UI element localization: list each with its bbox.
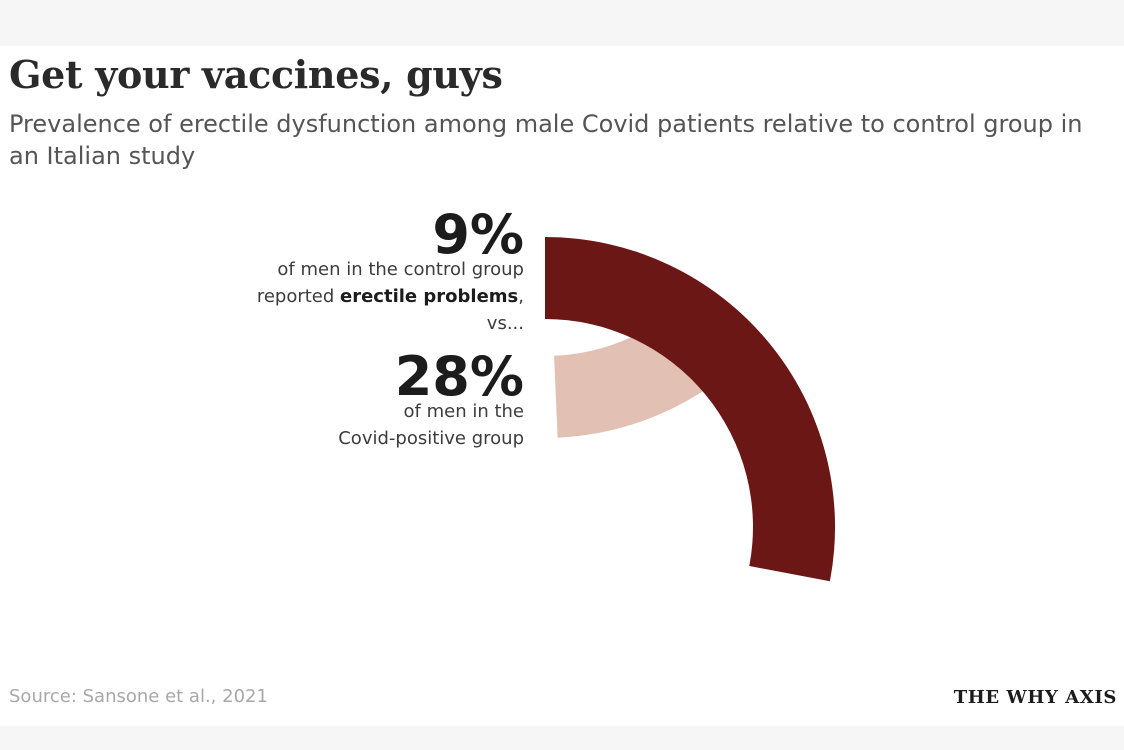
value-label-covid: 28%	[395, 345, 524, 408]
annotation-text: reported	[257, 286, 340, 307]
annotation-emphasis: erectile problems	[340, 286, 518, 307]
annotation-text: of men in the	[404, 401, 524, 422]
donut-chart: 9%of men in the control group reported er…	[257, 203, 836, 582]
annotation-text: vs...	[487, 313, 524, 334]
brand-logo: THE WHY AXIS	[953, 687, 1117, 708]
annotation-text: of men in the control group	[277, 259, 524, 280]
annotation-covid-line-1: of men in the	[404, 401, 524, 422]
annotation-text: Covid-positive group	[338, 428, 524, 449]
source-note: Source: Sansone et al., 2021	[9, 686, 268, 707]
value-label-control: 9%	[432, 203, 524, 266]
chart-card: Get your vaccines, guys Prevalence of er…	[0, 46, 1124, 726]
annotation-covid-line-2: Covid-positive group	[338, 428, 524, 449]
chart-subtitle: Prevalence of erectile dysfunction among…	[9, 110, 1083, 170]
annotation-text: ,	[518, 286, 524, 307]
annotation-control-line-1: of men in the control group	[277, 259, 524, 280]
arc-covid-group	[545, 237, 836, 582]
annotation-control-line-2: reported erectile problems,	[257, 286, 524, 307]
chart-title: Get your vaccines, guys	[9, 52, 503, 97]
annotation-control-line-3: vs...	[487, 313, 524, 334]
